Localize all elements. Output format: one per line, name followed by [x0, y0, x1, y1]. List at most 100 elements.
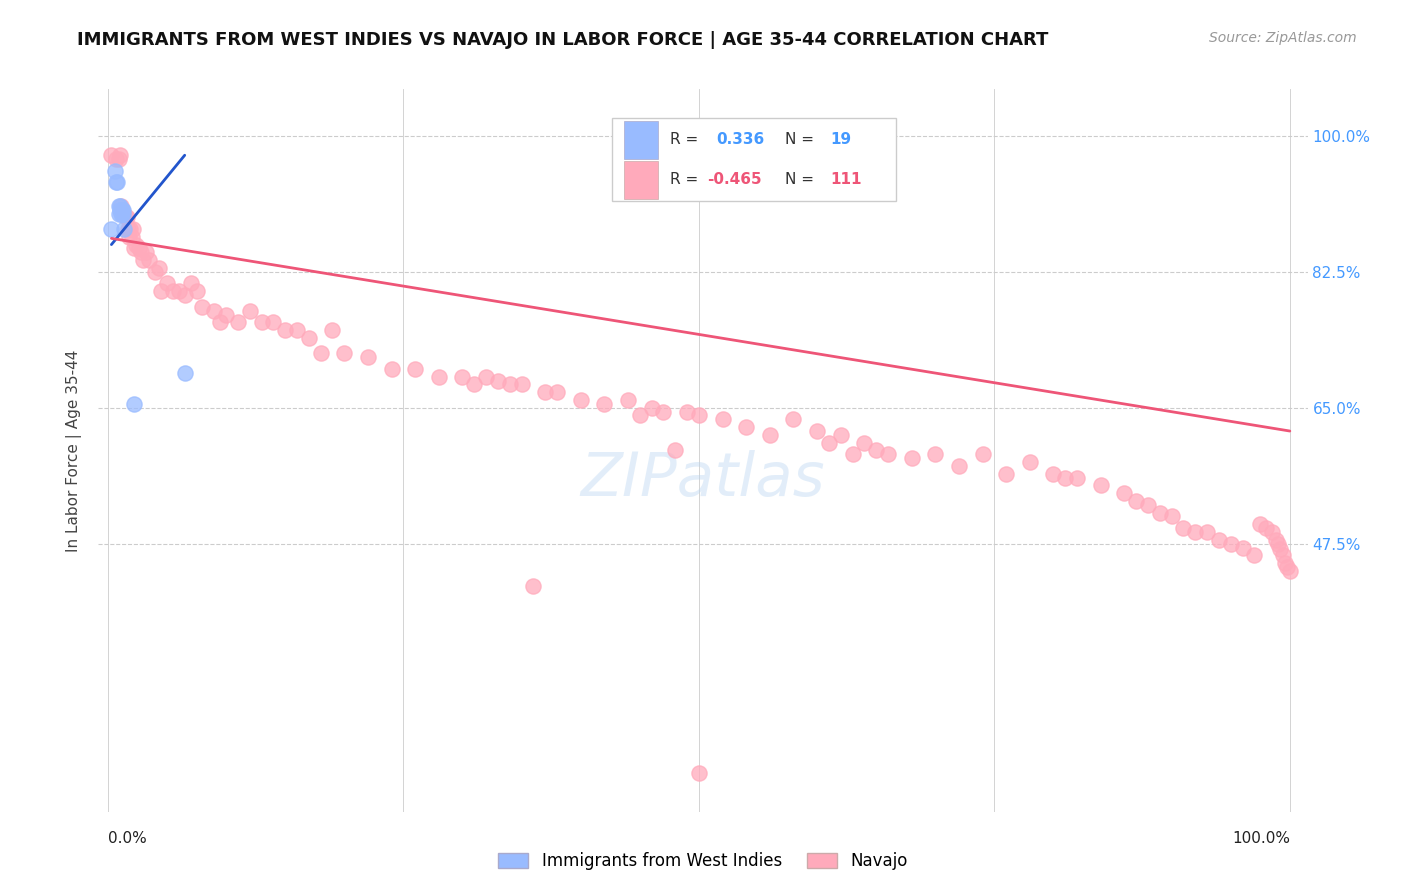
Point	[122, 242, 145, 256]
Point	[475, 369, 498, 384]
Point	[451, 369, 474, 384]
Point	[143, 265, 166, 279]
Point	[215, 308, 238, 322]
Point	[711, 412, 734, 426]
Text: 100.0%: 100.0%	[1232, 831, 1289, 847]
Point	[138, 253, 160, 268]
Point	[652, 404, 675, 418]
Point	[1270, 542, 1292, 557]
Point	[114, 211, 136, 225]
Text: -0.465: -0.465	[707, 172, 761, 186]
Point	[995, 467, 1018, 481]
Point	[1114, 486, 1136, 500]
Point	[688, 765, 710, 780]
Point	[135, 245, 157, 260]
Point	[132, 253, 155, 268]
Text: IMMIGRANTS FROM WEST INDIES VS NAVAJO IN LABOR FORCE | AGE 35-44 CORRELATION CHA: IMMIGRANTS FROM WEST INDIES VS NAVAJO IN…	[77, 31, 1049, 49]
Point	[1054, 470, 1077, 484]
Point	[121, 229, 143, 244]
Point	[924, 447, 946, 461]
FancyBboxPatch shape	[624, 161, 658, 199]
Point	[112, 202, 135, 217]
Text: Source: ZipAtlas.com: Source: ZipAtlas.com	[1209, 31, 1357, 45]
Point	[100, 222, 122, 236]
Point	[900, 451, 922, 466]
Point	[1208, 533, 1230, 547]
Point	[593, 397, 616, 411]
Point	[1149, 506, 1171, 520]
Point	[1173, 521, 1195, 535]
Point	[285, 323, 308, 337]
Point	[1066, 470, 1088, 484]
Point	[865, 443, 887, 458]
Point	[167, 284, 190, 298]
Point	[1256, 521, 1278, 535]
Point	[664, 443, 686, 458]
Point	[1277, 560, 1299, 574]
Point	[202, 303, 225, 318]
Point	[104, 163, 127, 178]
Point	[128, 242, 150, 256]
Point	[1137, 498, 1160, 512]
Point	[1232, 541, 1254, 555]
Text: 19: 19	[830, 132, 851, 147]
Point	[1243, 549, 1265, 563]
Text: 0.0%: 0.0%	[108, 831, 146, 847]
FancyBboxPatch shape	[613, 118, 897, 202]
Point	[108, 148, 131, 162]
Point	[105, 176, 128, 190]
Point	[107, 152, 129, 166]
Point	[129, 245, 152, 260]
Point	[1264, 533, 1286, 547]
Text: 111: 111	[830, 172, 862, 186]
Point	[499, 377, 522, 392]
Point	[522, 579, 544, 593]
Point	[111, 202, 134, 217]
Point	[173, 366, 195, 380]
Point	[569, 392, 592, 407]
Point	[209, 315, 232, 329]
Point	[357, 350, 380, 364]
Point	[758, 428, 780, 442]
Point	[688, 409, 710, 423]
Point	[1090, 478, 1112, 492]
Point	[148, 260, 170, 275]
Point	[274, 323, 297, 337]
Point	[380, 362, 402, 376]
Point	[122, 397, 145, 411]
Point	[110, 202, 132, 217]
Point	[1249, 517, 1271, 532]
Point	[105, 176, 128, 190]
Point	[782, 412, 804, 426]
Point	[818, 435, 841, 450]
Point	[111, 206, 134, 220]
Point	[156, 277, 179, 291]
Point	[1197, 524, 1219, 539]
Point	[112, 206, 135, 220]
Point	[1219, 537, 1241, 551]
Point	[1184, 524, 1206, 539]
Point	[1018, 455, 1040, 469]
Point	[877, 447, 900, 461]
Point	[1261, 524, 1284, 539]
Point	[617, 392, 640, 407]
Point	[972, 447, 994, 461]
Point	[510, 377, 533, 392]
Point	[676, 404, 699, 418]
Point	[120, 222, 142, 236]
FancyBboxPatch shape	[624, 121, 658, 159]
Point	[806, 424, 828, 438]
Point	[100, 148, 122, 162]
Point	[948, 458, 970, 473]
Point	[463, 377, 485, 392]
Point	[1042, 467, 1064, 481]
Point	[735, 420, 758, 434]
Point	[110, 202, 132, 217]
Point	[262, 315, 284, 329]
Text: N =: N =	[785, 132, 814, 147]
Point	[150, 284, 173, 298]
Point	[546, 385, 568, 400]
Point	[107, 199, 129, 213]
Point	[112, 222, 135, 236]
Point	[226, 315, 249, 329]
